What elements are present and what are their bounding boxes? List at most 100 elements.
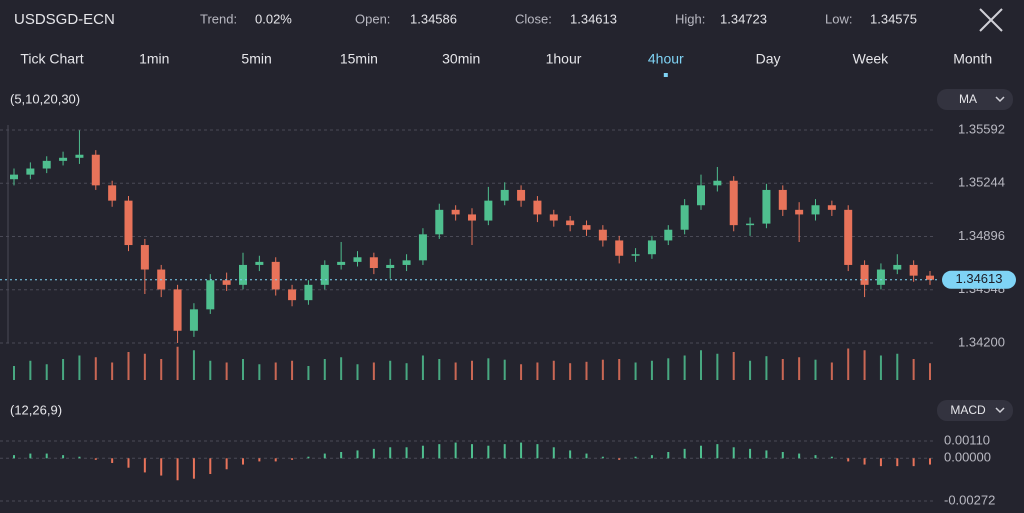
- candle-body: [778, 189, 787, 210]
- macd-bar: [356, 450, 359, 459]
- candle-body: [762, 189, 771, 224]
- stat-label: Trend:: [200, 11, 237, 26]
- candle-body: [844, 209, 853, 265]
- volume-bar: [879, 355, 882, 380]
- candle-body: [926, 275, 934, 280]
- macd-bar: [29, 453, 32, 459]
- volume-bar: [471, 360, 473, 380]
- macd-params: (12,26,9): [10, 402, 62, 417]
- volume-bar: [176, 346, 179, 380]
- macd-bar: [585, 453, 588, 459]
- timeframe-tab[interactable]: Month: [953, 51, 992, 67]
- timeframe-tab[interactable]: Day: [756, 51, 781, 67]
- volume-bar: [323, 359, 326, 380]
- timeframe-tab[interactable]: 4hour: [648, 51, 684, 67]
- stat-label: High:: [675, 11, 705, 26]
- volume-bar: [569, 363, 572, 380]
- volume-bar: [160, 359, 163, 380]
- candle-body: [435, 209, 444, 235]
- candle-body: [713, 180, 722, 186]
- candle-body: [353, 257, 362, 262]
- macd-dropdown[interactable]: MACD: [937, 400, 1013, 421]
- macd-bar: [830, 456, 833, 459]
- candle-body: [386, 264, 395, 268]
- volume-bar: [847, 348, 850, 380]
- candle-body: [255, 261, 264, 265]
- candle-body: [304, 284, 313, 301]
- macd-bar: [634, 456, 637, 459]
- macd-bar: [798, 453, 801, 459]
- macd-bar: [847, 458, 850, 462]
- stat-value: 0.02%: [255, 11, 292, 26]
- candle-body: [729, 180, 738, 226]
- active-indicator: [663, 73, 668, 77]
- volume-bar: [225, 362, 228, 380]
- stat-value: 1.34575: [870, 11, 917, 26]
- volume-bar: [372, 362, 375, 380]
- macd-bar: [274, 458, 277, 462]
- macd-bar: [569, 450, 572, 459]
- candle-body: [59, 157, 68, 161]
- volume-bar: [536, 362, 539, 380]
- candle-body: [680, 205, 689, 230]
- ma-dropdown[interactable]: MA: [937, 89, 1013, 110]
- macd-bar: [732, 447, 735, 459]
- volume-bar: [585, 361, 588, 380]
- macd-bar: [111, 458, 114, 463]
- candle-body: [271, 261, 280, 290]
- candle-body: [402, 260, 411, 265]
- macd-bar: [340, 451, 343, 459]
- macd-bar: [765, 450, 768, 459]
- candle-body: [124, 200, 133, 246]
- volume-bar: [258, 364, 261, 380]
- candle-body: [549, 214, 558, 221]
- volume-bar: [421, 355, 424, 380]
- volume-bar: [618, 359, 621, 380]
- volume-bar: [13, 366, 15, 380]
- macd-bar: [929, 458, 931, 465]
- macd-bar: [160, 458, 163, 476]
- macd-bar: [438, 444, 441, 459]
- close-button[interactable]: [979, 8, 1003, 32]
- candle-body: [697, 185, 705, 206]
- volume-bar: [340, 357, 343, 380]
- macd-bar: [242, 458, 244, 465]
- macd-bar: [536, 444, 539, 459]
- candle-body: [468, 214, 476, 221]
- candle-body: [337, 261, 346, 265]
- volume-bar: [912, 359, 915, 380]
- timeframe-tab[interactable]: 1min: [139, 51, 169, 67]
- timeframe-tab[interactable]: Week: [853, 51, 890, 67]
- volume-bar: [389, 360, 392, 380]
- candle-body: [664, 229, 673, 241]
- timeframe-tab[interactable]: 30min: [442, 51, 480, 67]
- volume-bar: [29, 360, 32, 380]
- candle-body: [288, 289, 297, 301]
- macd-bar: [896, 458, 899, 467]
- macd-bar: [814, 455, 817, 459]
- volume-bar: [242, 359, 244, 380]
- volume-bar: [601, 359, 604, 380]
- macd-bar: [683, 448, 686, 459]
- timeframe-tab[interactable]: 15min: [340, 51, 378, 67]
- candle-body: [876, 269, 885, 285]
- candle-body: [75, 154, 84, 158]
- ma-label: MA: [959, 92, 977, 106]
- macd-bar: [716, 444, 719, 459]
- macd-bar: [45, 453, 48, 459]
- last-price-tag: [942, 270, 1016, 289]
- volume-bar: [45, 364, 48, 380]
- volume-bar: [438, 359, 441, 380]
- timeframe-tab[interactable]: 5min: [241, 51, 271, 67]
- symbol: USDSGD-ECN: [14, 11, 115, 28]
- volume-bar: [798, 357, 801, 380]
- volume-bar: [929, 363, 931, 380]
- timeframe-tab[interactable]: 1hour: [546, 51, 582, 67]
- volume-bar: [405, 363, 408, 380]
- timeframe-tab[interactable]: Tick Chart: [20, 51, 83, 67]
- volume-bar: [127, 352, 130, 380]
- candle-body: [566, 220, 575, 226]
- volume-bar: [78, 355, 81, 380]
- candle-body: [598, 229, 607, 241]
- stat-label: Open:: [355, 11, 390, 26]
